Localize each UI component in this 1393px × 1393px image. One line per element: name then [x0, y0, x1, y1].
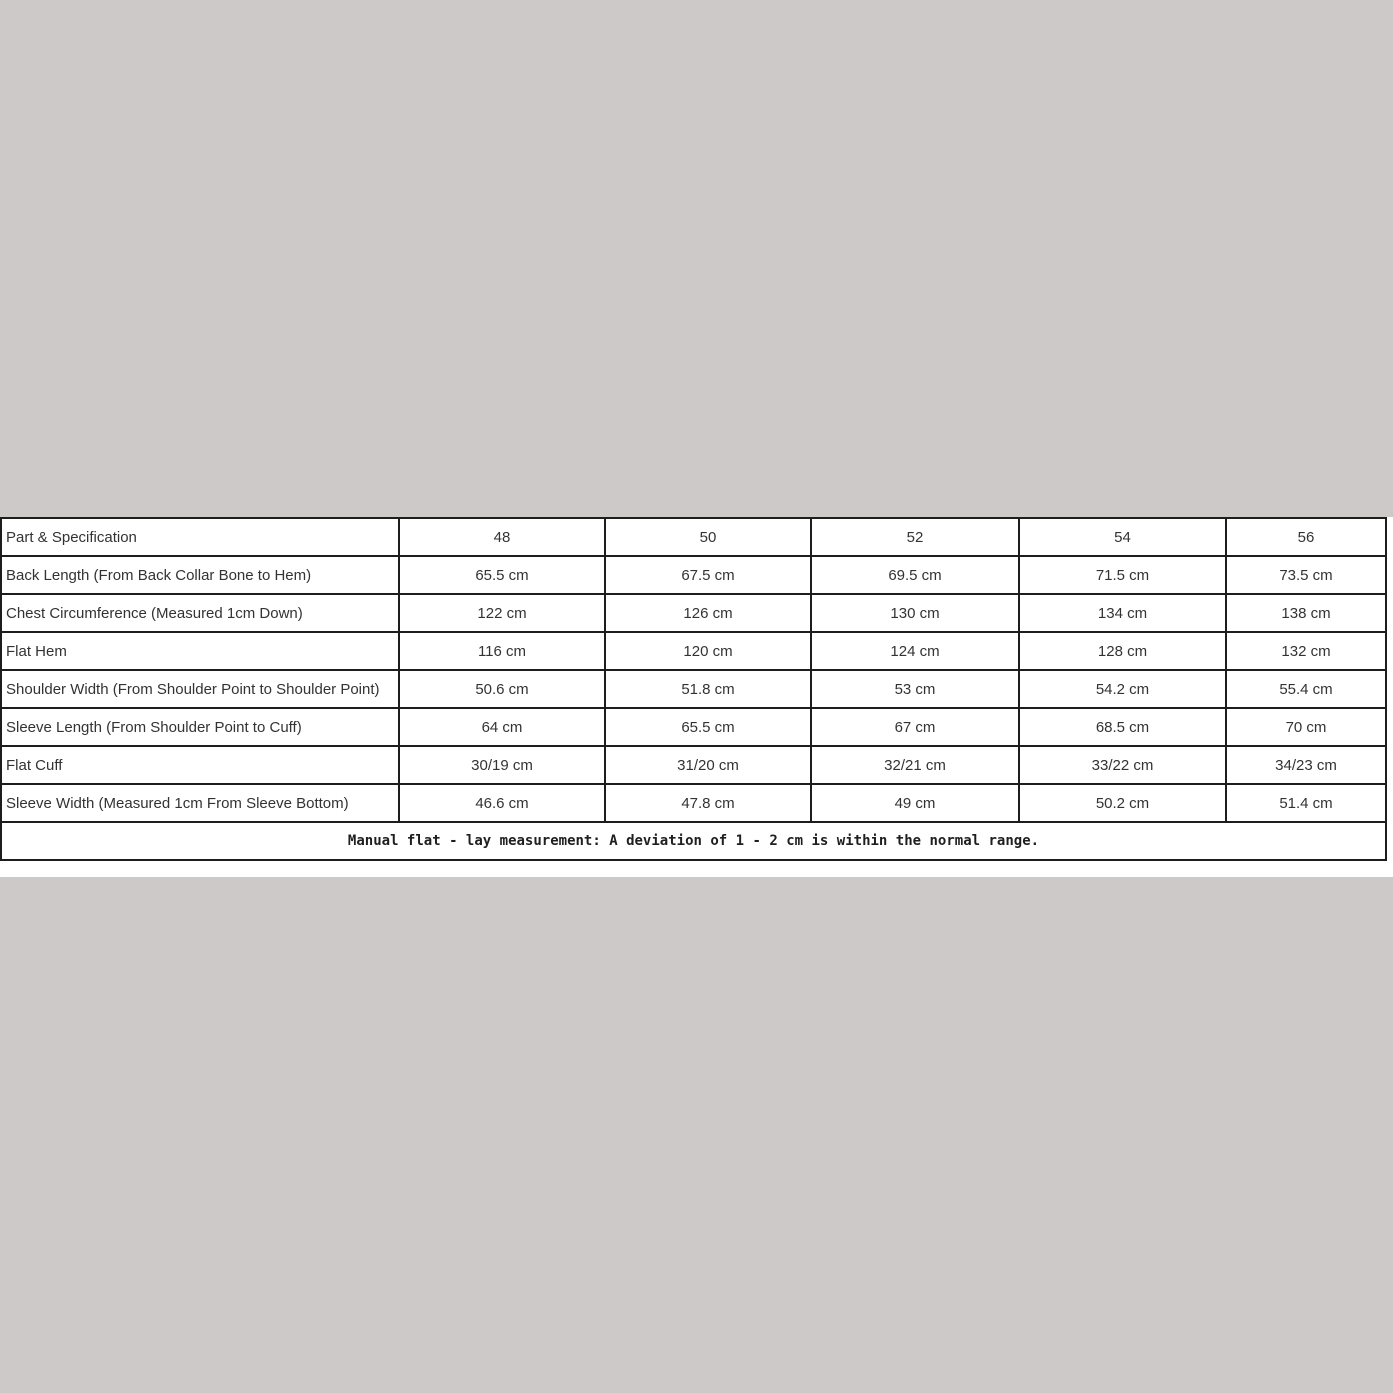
measurement-cell: 51.8 cm — [604, 669, 812, 709]
table-row-sleeve-width: Sleeve Width (Measured 1cm From Sleeve B… — [0, 783, 1387, 823]
measurement-cell: 51.4 cm — [1225, 783, 1387, 823]
measurement-cell: 122 cm — [398, 593, 606, 633]
measurement-cell: 65.5 cm — [604, 707, 812, 747]
measurement-cell: 128 cm — [1018, 631, 1227, 671]
measurement-cell: 68.5 cm — [1018, 707, 1227, 747]
footnote-row: Manual flat - lay measurement: A deviati… — [0, 821, 1387, 861]
header-part-specification: Part & Specification — [0, 517, 400, 557]
measurement-cell: 138 cm — [1225, 593, 1387, 633]
measurement-cell: 47.8 cm — [604, 783, 812, 823]
measurement-cell: 65.5 cm — [398, 555, 606, 595]
measurement-cell: 130 cm — [810, 593, 1020, 633]
row-label: Shoulder Width (From Shoulder Point to S… — [0, 669, 400, 709]
measurement-cell: 116 cm — [398, 631, 606, 671]
measurement-cell: 73.5 cm — [1225, 555, 1387, 595]
row-label: Flat Cuff — [0, 745, 400, 785]
table-row-chest-circumference: Chest Circumference (Measured 1cm Down) … — [0, 593, 1387, 633]
row-label: Chest Circumference (Measured 1cm Down) — [0, 593, 400, 633]
measurement-cell: 49 cm — [810, 783, 1020, 823]
measurement-cell: 46.6 cm — [398, 783, 606, 823]
measurement-cell: 67 cm — [810, 707, 1020, 747]
header-size-54: 54 — [1018, 517, 1227, 557]
row-label: Sleeve Width (Measured 1cm From Sleeve B… — [0, 783, 400, 823]
row-label: Sleeve Length (From Shoulder Point to Cu… — [0, 707, 400, 747]
measurement-cell: 32/21 cm — [810, 745, 1020, 785]
measurement-cell: 124 cm — [810, 631, 1020, 671]
footnote: Manual flat - lay measurement: A deviati… — [0, 821, 1387, 861]
measurement-cell: 50.6 cm — [398, 669, 606, 709]
measurement-cell: 126 cm — [604, 593, 812, 633]
measurement-cell: 55.4 cm — [1225, 669, 1387, 709]
measurement-cell: 120 cm — [604, 631, 812, 671]
row-label: Flat Hem — [0, 631, 400, 671]
size-chart-band: Part & Specification 48 50 52 54 56 Back… — [0, 517, 1393, 877]
size-chart-table: Part & Specification 48 50 52 54 56 Back… — [0, 517, 1387, 861]
measurement-cell: 64 cm — [398, 707, 606, 747]
table-row-sleeve-length: Sleeve Length (From Shoulder Point to Cu… — [0, 707, 1387, 747]
table-row-flat-cuff: Flat Cuff 30/19 cm 31/20 cm 32/21 cm 33/… — [0, 745, 1387, 785]
measurement-cell: 30/19 cm — [398, 745, 606, 785]
measurement-cell: 54.2 cm — [1018, 669, 1227, 709]
header-size-50: 50 — [604, 517, 812, 557]
measurement-cell: 50.2 cm — [1018, 783, 1227, 823]
table-row-shoulder-width: Shoulder Width (From Shoulder Point to S… — [0, 669, 1387, 709]
measurement-cell: 134 cm — [1018, 593, 1227, 633]
measurement-cell: 34/23 cm — [1225, 745, 1387, 785]
header-size-52: 52 — [810, 517, 1020, 557]
header-row: Part & Specification 48 50 52 54 56 — [0, 517, 1387, 557]
table-row-flat-hem: Flat Hem 116 cm 120 cm 124 cm 128 cm 132… — [0, 631, 1387, 671]
measurement-cell: 71.5 cm — [1018, 555, 1227, 595]
measurement-cell: 53 cm — [810, 669, 1020, 709]
row-label: Back Length (From Back Collar Bone to He… — [0, 555, 400, 595]
measurement-cell: 69.5 cm — [810, 555, 1020, 595]
header-size-56: 56 — [1225, 517, 1387, 557]
measurement-cell: 33/22 cm — [1018, 745, 1227, 785]
measurement-cell: 70 cm — [1225, 707, 1387, 747]
measurement-cell: 67.5 cm — [604, 555, 812, 595]
header-size-48: 48 — [398, 517, 606, 557]
measurement-cell: 132 cm — [1225, 631, 1387, 671]
table-row-back-length: Back Length (From Back Collar Bone to He… — [0, 555, 1387, 595]
measurement-cell: 31/20 cm — [604, 745, 812, 785]
